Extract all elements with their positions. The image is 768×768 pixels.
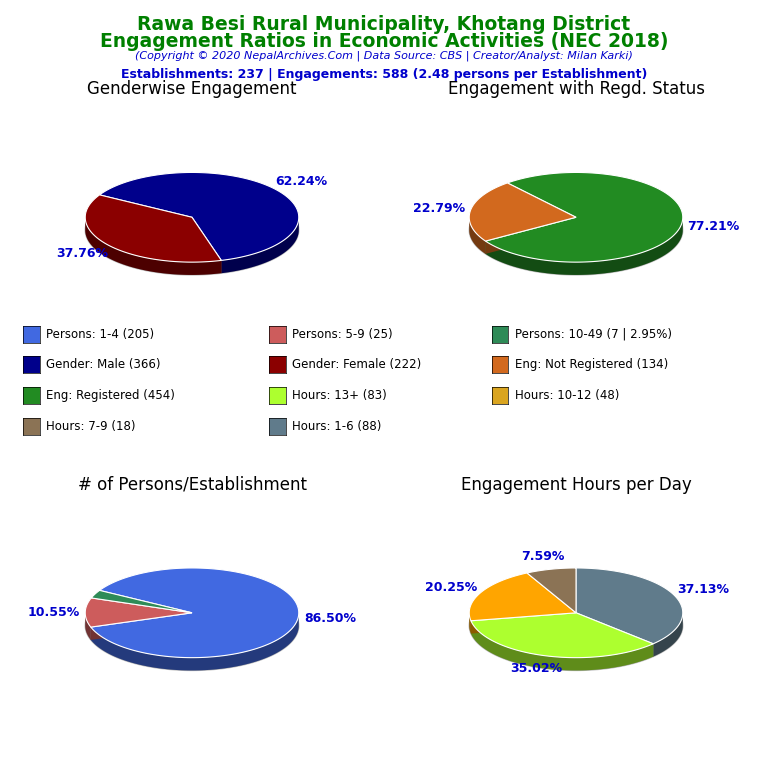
Polygon shape <box>471 621 654 670</box>
Polygon shape <box>471 613 654 657</box>
Polygon shape <box>469 573 576 621</box>
Polygon shape <box>91 568 299 657</box>
Polygon shape <box>469 183 576 241</box>
Text: 35.02%: 35.02% <box>510 662 562 675</box>
Text: Gender: Male (366): Gender: Male (366) <box>46 359 161 371</box>
Polygon shape <box>91 613 192 640</box>
Polygon shape <box>192 217 221 273</box>
Text: Hours: 7-9 (18): Hours: 7-9 (18) <box>46 420 136 432</box>
Title: Engagement Hours per Day: Engagement Hours per Day <box>461 476 691 494</box>
Text: 77.21%: 77.21% <box>687 220 740 233</box>
Text: Hours: 10-12 (48): Hours: 10-12 (48) <box>515 389 619 402</box>
Polygon shape <box>85 581 299 670</box>
Text: Persons: 1-4 (205): Persons: 1-4 (205) <box>46 328 154 340</box>
Polygon shape <box>471 613 576 634</box>
Text: 22.79%: 22.79% <box>413 202 465 215</box>
Polygon shape <box>469 218 485 254</box>
Polygon shape <box>85 598 192 627</box>
Polygon shape <box>85 185 299 275</box>
Polygon shape <box>85 614 91 640</box>
Text: Persons: 10-49 (7 | 2.95%): Persons: 10-49 (7 | 2.95%) <box>515 328 671 340</box>
Text: Rawa Besi Rural Municipality, Khotang District: Rawa Besi Rural Municipality, Khotang Di… <box>137 15 631 35</box>
Text: Establishments: 237 | Engagements: 588 (2.48 persons per Establishment): Establishments: 237 | Engagements: 588 (… <box>121 68 647 81</box>
Text: 37.13%: 37.13% <box>677 584 730 597</box>
Text: (Copyright © 2020 NepalArchives.Com | Data Source: CBS | Creator/Analyst: Milan : (Copyright © 2020 NepalArchives.Com | Da… <box>135 51 633 61</box>
Text: Hours: 1-6 (88): Hours: 1-6 (88) <box>292 420 381 432</box>
Polygon shape <box>485 217 576 254</box>
Text: Eng: Not Registered (134): Eng: Not Registered (134) <box>515 359 668 371</box>
Polygon shape <box>469 614 471 634</box>
Text: 62.24%: 62.24% <box>276 175 327 188</box>
Polygon shape <box>85 195 221 262</box>
Text: 86.50%: 86.50% <box>304 612 356 625</box>
Polygon shape <box>485 218 683 275</box>
Polygon shape <box>485 217 576 254</box>
Title: Genderwise Engagement: Genderwise Engagement <box>88 81 296 98</box>
Polygon shape <box>221 218 299 273</box>
Polygon shape <box>576 613 654 657</box>
Polygon shape <box>91 613 192 640</box>
Text: 37.76%: 37.76% <box>57 247 108 260</box>
Polygon shape <box>100 173 299 260</box>
Title: # of Persons/Establishment: # of Persons/Establishment <box>78 476 306 494</box>
Polygon shape <box>85 218 221 275</box>
Polygon shape <box>91 591 192 613</box>
Text: Hours: 13+ (83): Hours: 13+ (83) <box>292 389 386 402</box>
Polygon shape <box>576 568 683 644</box>
Polygon shape <box>469 185 683 275</box>
Polygon shape <box>471 613 576 634</box>
Polygon shape <box>485 173 683 262</box>
Title: Engagement with Regd. Status: Engagement with Regd. Status <box>448 81 704 98</box>
Text: 7.59%: 7.59% <box>521 550 565 563</box>
Polygon shape <box>527 568 576 613</box>
Text: Eng: Registered (454): Eng: Registered (454) <box>46 389 175 402</box>
Polygon shape <box>654 614 683 657</box>
Polygon shape <box>192 217 221 273</box>
Text: Gender: Female (222): Gender: Female (222) <box>292 359 421 371</box>
Text: 10.55%: 10.55% <box>27 606 79 619</box>
Polygon shape <box>576 613 654 657</box>
Text: Persons: 5-9 (25): Persons: 5-9 (25) <box>292 328 392 340</box>
Polygon shape <box>469 581 683 670</box>
Polygon shape <box>91 614 299 670</box>
Text: 20.25%: 20.25% <box>425 581 478 594</box>
Text: Engagement Ratios in Economic Activities (NEC 2018): Engagement Ratios in Economic Activities… <box>100 32 668 51</box>
